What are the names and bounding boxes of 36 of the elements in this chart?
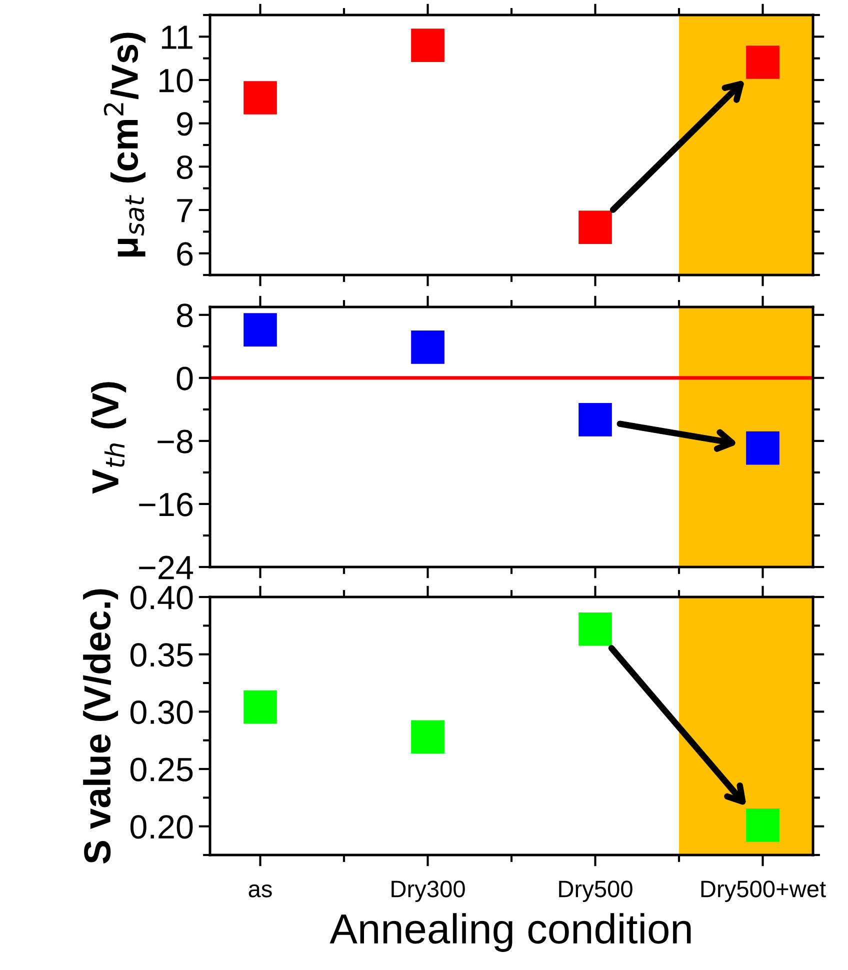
- point: [244, 313, 277, 347]
- y-tick-label: 10: [159, 68, 193, 92]
- y-tick-label: 11: [162, 26, 192, 49]
- y-tick-label: −24: [139, 556, 194, 580]
- y-tick-label: 0.35: [130, 643, 193, 667]
- y-tick-label: 0.20: [130, 815, 193, 839]
- y-axis-title: V$_{th}$ (V): [91, 382, 126, 494]
- point: [746, 46, 780, 79]
- x-tick-label: Dry500+wet: [701, 880, 826, 902]
- y-tick-label: 8: [176, 155, 193, 180]
- y-tick-label: 9: [177, 112, 192, 136]
- point: [411, 28, 444, 62]
- x-tick-label: Dry500: [559, 880, 632, 902]
- y-tick-label: −8: [158, 430, 193, 454]
- point: [746, 808, 780, 842]
- point: [244, 690, 277, 724]
- x-axis-title: Annealing condition: [330, 913, 691, 952]
- y-tick-label: 6: [177, 242, 193, 266]
- point: [578, 403, 612, 436]
- point: [746, 431, 780, 465]
- y-axis-title: S value (V/dec.): [83, 589, 118, 864]
- point: [411, 720, 444, 754]
- x-tick-label: as: [248, 884, 272, 898]
- y-tick-label: 0.30: [130, 700, 193, 724]
- point: [578, 612, 612, 646]
- y-tick-label: 0: [176, 366, 193, 390]
- y-tick-label: 0.25: [130, 758, 193, 782]
- y-tick-label: 7: [177, 199, 192, 222]
- y-tick-label: −16: [139, 492, 193, 516]
- y-tick-label: 8: [176, 304, 193, 328]
- y-tick-label: 0.40: [130, 586, 193, 610]
- y-axis-title: μ$_{sat}$ (cm$^{2}$/Vs): [104, 32, 146, 257]
- point: [244, 81, 277, 114]
- point: [411, 330, 444, 364]
- x-tick-label: Dry300: [392, 880, 465, 902]
- point: [578, 210, 612, 244]
